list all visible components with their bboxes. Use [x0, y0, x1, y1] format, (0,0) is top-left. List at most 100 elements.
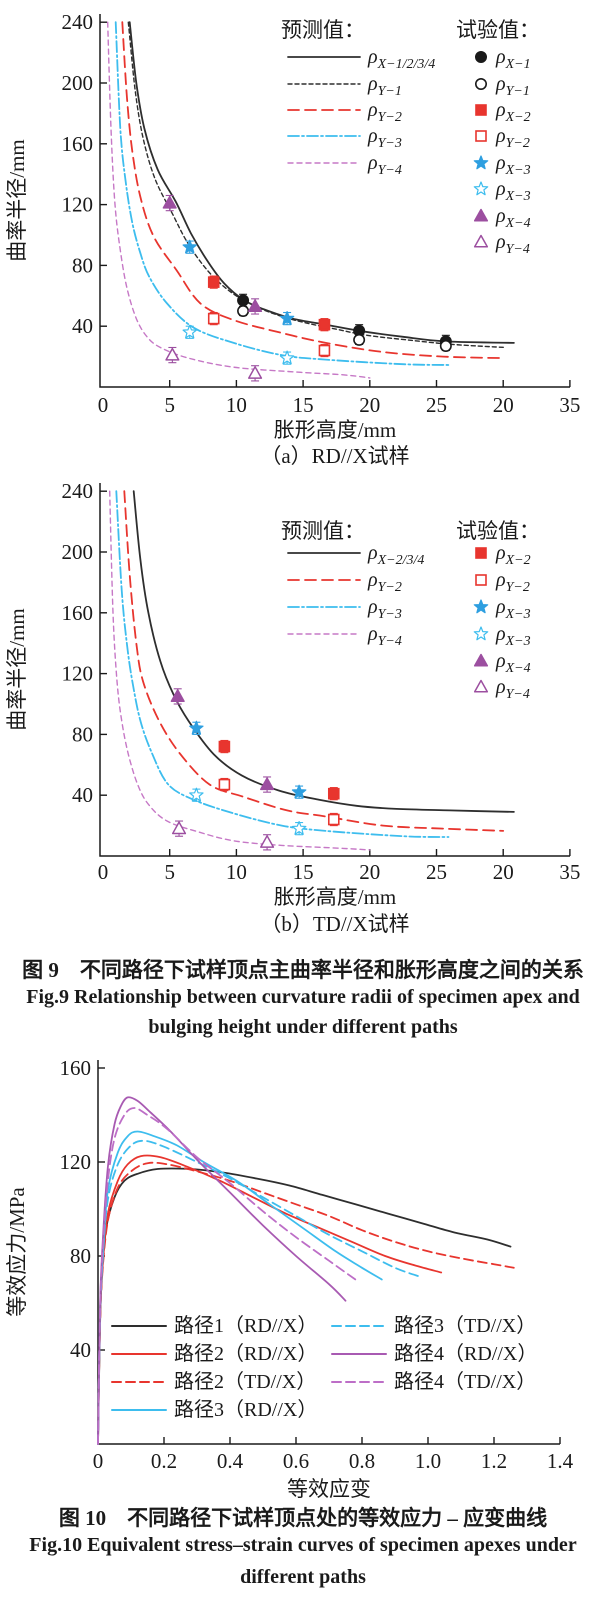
star-filled-marker	[291, 784, 307, 799]
rho-label: ρX−1	[495, 46, 531, 72]
rho-label: ρX−2	[495, 99, 531, 125]
triangle-open-marker	[248, 366, 263, 379]
circle-open-marker	[439, 339, 452, 352]
rho-label: ρY−1	[495, 73, 530, 99]
y-tick-label: 80	[72, 722, 93, 746]
y-tick-label: 160	[62, 132, 94, 156]
x-axis-title: 等效应变	[287, 1477, 371, 1501]
circle-open-marker	[237, 304, 250, 317]
triangle-filled-marker	[248, 299, 263, 312]
fig10-caption-en-line1: Fig.10 Equivalent stress–strain curves o…	[29, 1534, 577, 1556]
star-open-marker	[189, 787, 204, 802]
points-rho_Y-4_test	[165, 346, 263, 382]
curve-path6	[97, 1096, 347, 1445]
star-open-marker	[473, 626, 489, 641]
points-rho_Y-4_test	[171, 820, 275, 851]
curve-rho_Y-4_pred	[107, 21, 371, 379]
points-rho_X-2_test	[218, 739, 340, 801]
rho-label: ρY−3	[367, 596, 402, 622]
x-tick-label: 35	[559, 860, 580, 884]
x-tick-label: 0	[93, 1449, 104, 1473]
points-rho_Y-2_test	[218, 777, 340, 827]
x-tick-label: 25	[426, 860, 447, 884]
triangle-filled-marker	[473, 653, 489, 667]
points-rho_X-4_test	[170, 688, 275, 793]
y-tick-label: 120	[62, 662, 94, 686]
star-filled-marker	[473, 155, 489, 170]
points-rho_Y-2_test	[207, 311, 331, 358]
star-filled-marker	[279, 311, 295, 325]
y-tick-label: 200	[62, 71, 94, 95]
rho-label: ρY−1	[367, 73, 402, 99]
y-tick-label: 120	[60, 1150, 92, 1174]
curve-rho_Y-3_pred	[114, 21, 450, 366]
x-tick-label: 35	[559, 393, 580, 417]
star-filled-marker	[473, 599, 489, 614]
star-open-marker	[279, 350, 295, 365]
square-filled-marker	[318, 318, 331, 331]
points-rho_X-3_test_open	[189, 787, 307, 836]
square-filled-marker	[475, 547, 487, 559]
fig10-caption-en-line2: different paths	[240, 1566, 366, 1588]
legend-entry-label: 路径3（TD//X）	[394, 1314, 536, 1337]
x-tick-label: 5	[164, 393, 175, 417]
axes	[99, 483, 570, 857]
chart-b: 0 5 10 15 20 25 20 35 40 80 120 160 200 240 曲率半径/mm 胀形高…	[5, 479, 580, 936]
square-filled-marker	[218, 740, 231, 753]
legend-entry-label: 路径4（RD//X）	[394, 1342, 537, 1365]
triangle-filled-marker	[170, 689, 185, 702]
triangle-open-marker	[260, 835, 275, 848]
x-tick-label: 10	[226, 860, 247, 884]
fig9-caption-en-line2: bulging height under different paths	[148, 1016, 458, 1038]
curve-path3	[97, 1161, 515, 1445]
y-axis-title: 等效应力/MPa	[5, 1187, 29, 1317]
rho-label: ρY−2	[367, 569, 402, 595]
x-tick-label: 10	[226, 393, 247, 417]
y-tick-label: 80	[70, 1244, 91, 1268]
x-axis-title: 胀形高度/mm	[274, 418, 397, 442]
square-open-marker	[218, 778, 231, 791]
x-tick-label: 0.4	[217, 1449, 244, 1473]
square-filled-marker	[475, 104, 487, 116]
y-axis-title: 曲率半径/mm	[5, 139, 29, 262]
triangle-filled-marker	[260, 777, 275, 791]
y-tick-label: 160	[60, 1056, 92, 1080]
star-open-marker	[291, 820, 307, 835]
fig9-caption-cn: 图 9 不同路径下试样顶点主曲率半径和胀形高度之间的关系	[22, 958, 584, 982]
legend-entry-label: 路径3（RD//X）	[174, 1398, 317, 1421]
legend-b: 预测值：ρX−2/3/4ρY−2ρY−3ρY−4试验值：ρX−2ρY−2ρX−3…	[281, 519, 540, 702]
legend-entry-label: 路径4（TD//X）	[394, 1370, 536, 1393]
x-tick-label: 20	[359, 860, 380, 884]
y-tick-label: 160	[62, 601, 94, 625]
x-tick-label: 20	[493, 860, 514, 884]
circle-filled-marker	[474, 50, 487, 63]
curve-rho_Y-1_pred	[127, 21, 507, 349]
circle-filled-marker	[237, 294, 250, 307]
x-axis-title: 胀形高度/mm	[274, 885, 397, 909]
rho-label: ρY−2	[495, 569, 530, 595]
rho-label: ρY−4	[495, 676, 530, 702]
curve-rho_Y-3_pred	[115, 490, 450, 838]
x-tick-label: 1.0	[415, 1449, 441, 1473]
x-tick-label: 15	[293, 860, 314, 884]
y-tick-label: 240	[62, 10, 94, 34]
legend-test-header: 试验值：	[456, 519, 540, 543]
legend-a: 预测值：ρX−1/2/3/4ρY−1ρY−2ρY−3ρY−4试验值：ρX−1ρY…	[281, 18, 540, 257]
star-filled-marker	[182, 239, 197, 254]
rho-label: ρX−3	[495, 152, 531, 178]
square-open-marker	[475, 130, 487, 142]
square-open-marker	[318, 344, 331, 357]
points-rho_X-2_test	[207, 275, 331, 332]
y-axis-title: 曲率半径/mm	[5, 608, 29, 731]
chart-a: 0 5 10 15 20 25 20 35 40 80 120 160 200 240 曲率半径/mm 胀形高…	[5, 10, 580, 468]
points-rho_X-4_test	[162, 194, 263, 315]
y-tick-label: 200	[62, 540, 94, 564]
curve-rho_Y-4_pred	[109, 490, 371, 851]
star-open-marker	[473, 181, 489, 196]
chart-subtitle: （b）TD//X试样	[260, 912, 409, 936]
legend-test-header: 试验值：	[456, 18, 540, 42]
rho-label: ρY−4	[367, 623, 402, 649]
rho-label: ρX−3	[495, 596, 531, 622]
triangle-open-marker	[473, 234, 489, 248]
